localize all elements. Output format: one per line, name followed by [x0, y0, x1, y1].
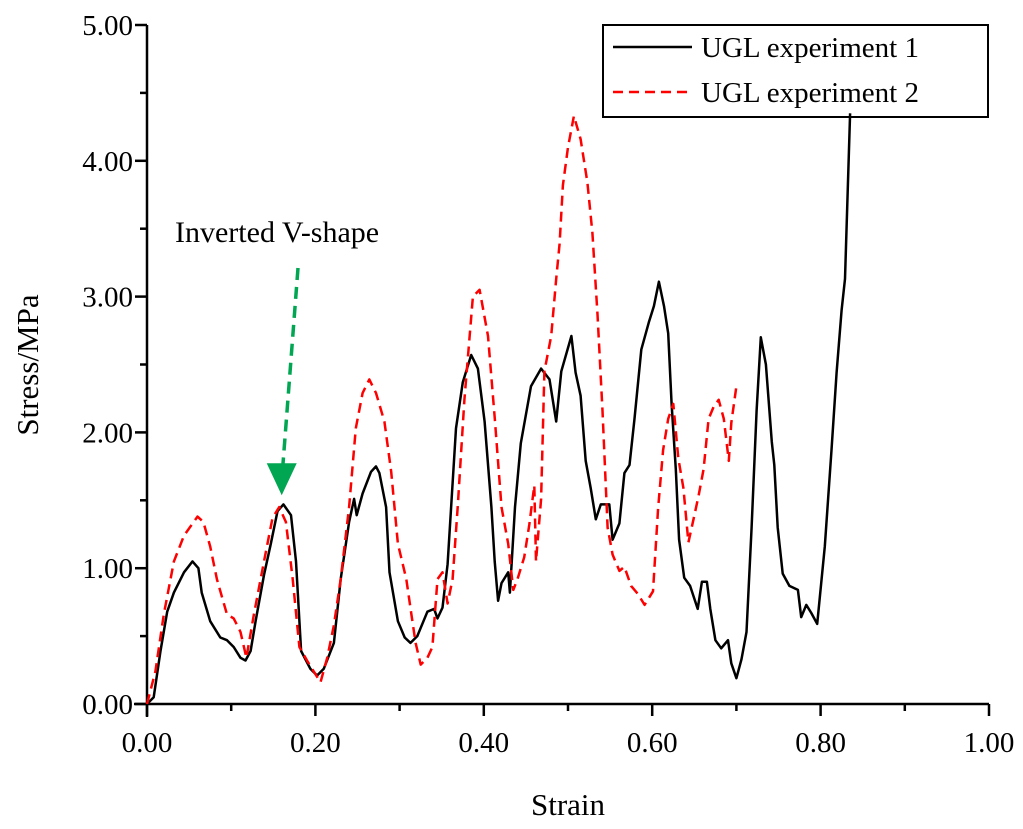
y-tick-label: 0.00 [82, 689, 133, 721]
series-layer [145, 113, 852, 705]
y-tick-label: 4.00 [82, 146, 133, 178]
annotation-arrow-shaft [280, 267, 300, 468]
x-tick-label: 0.40 [458, 727, 509, 759]
series-line-1 [146, 113, 852, 705]
y-tick-label: 1.00 [82, 553, 133, 585]
legend: UGL experiment 1 UGL experiment 2 [602, 24, 989, 118]
x-tick-label: 0.00 [122, 727, 173, 759]
series-line-2 [145, 114, 738, 705]
y-tick-label: 2.00 [82, 417, 133, 449]
x-axis-title: Strain [531, 787, 606, 822]
legend-box [602, 24, 989, 118]
x-tick-label: 0.60 [627, 727, 678, 759]
legend-label-series-2: UGL experiment 2 [701, 77, 919, 109]
y-axis-title: Stress/MPa [10, 294, 45, 435]
arrow-head-icon [266, 463, 297, 496]
x-tick-label: 0.80 [795, 727, 846, 759]
y-tick-label: 5.00 [82, 10, 133, 42]
x-tick-label: 1.00 [964, 727, 1015, 759]
y-tick-label: 3.00 [82, 282, 133, 314]
annotation-label: Inverted V-shape [175, 216, 379, 249]
x-tick-label: 0.20 [290, 727, 341, 759]
legend-label-series-1: UGL experiment 1 [701, 32, 919, 64]
axes: 0.00 0.20 0.40 0.60 0.80 1.00 0.00 1.00 2.00 3.00… [82, 10, 1014, 759]
annotation: Inverted V-shape [175, 216, 379, 496]
